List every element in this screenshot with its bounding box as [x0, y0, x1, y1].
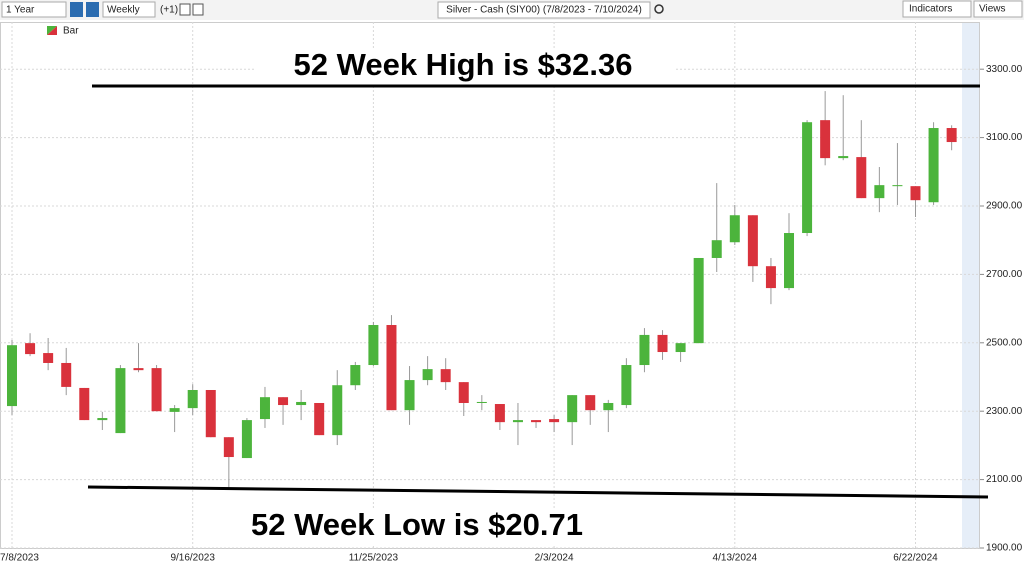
candle-body: [603, 402, 614, 411]
candle-body: [169, 408, 180, 412]
candle-body: [422, 369, 433, 381]
range-select[interactable]: [1, 1, 67, 18]
candle-body: [25, 343, 36, 355]
candle-body: [259, 397, 270, 420]
x-tick-label: 2/3/2024: [535, 553, 574, 564]
legend-swatch-down: [47, 26, 57, 35]
y-tick-label: 2300.00: [986, 406, 1023, 417]
candle-body: [621, 365, 632, 406]
candle-body: [585, 395, 596, 411]
candle-body: [512, 420, 523, 423]
candle-body: [729, 215, 740, 243]
candle-body: [765, 266, 776, 289]
candle-body: [693, 257, 704, 344]
plot-frame: [0, 22, 980, 549]
zoom-in[interactable]: [70, 2, 83, 17]
candle-body: [820, 120, 831, 159]
views-button[interactable]: [973, 0, 1023, 18]
candle-body: [97, 418, 108, 421]
search-icon[interactable]: [654, 4, 664, 14]
range-label: 1 Year: [6, 5, 35, 16]
candle-body: [386, 325, 397, 411]
candle-body: [928, 128, 939, 203]
candle-body: [946, 128, 957, 143]
candle-body: [440, 369, 451, 383]
x-tick-label: 4/13/2024: [713, 553, 758, 564]
y-tick-label: 2100.00: [986, 474, 1023, 485]
candle-body: [43, 353, 54, 363]
views-label: Views: [979, 4, 1006, 15]
symbol-box[interactable]: [437, 1, 651, 19]
offset-plus[interactable]: [179, 3, 191, 16]
candle-body: [784, 233, 795, 289]
x-tick-label: 11/25/2023: [349, 553, 399, 564]
symbol-label: Silver - Cash (SIY00) (7/8/2023 - 7/10/2…: [446, 5, 642, 16]
candle-body: [404, 380, 415, 411]
y-tick-label: 3300.00: [986, 64, 1023, 75]
indicators-button[interactable]: [902, 0, 972, 18]
candle-body: [639, 334, 650, 366]
candle-body: [223, 437, 234, 458]
candle-body: [332, 385, 343, 436]
candle-body: [350, 365, 361, 386]
candle-body: [205, 389, 216, 438]
candle-body: [241, 420, 252, 459]
x-tick-label: 6/22/2024: [893, 553, 938, 564]
offset-label: (+1): [160, 5, 178, 16]
candle-body: [187, 389, 198, 409]
candle-body: [314, 402, 325, 436]
candle-body: [278, 397, 289, 406]
indicators-label: Indicators: [909, 4, 952, 15]
candle-body: [368, 325, 379, 366]
candle-body: [61, 362, 72, 387]
candle-body: [531, 420, 542, 423]
candle-body: [494, 404, 505, 423]
x-tick-label: 7/8/2023: [0, 553, 39, 564]
current-band: [962, 23, 979, 548]
candle-body: [133, 368, 144, 371]
candle-body: [892, 185, 903, 187]
low-line: [87, 485, 989, 499]
y-tick-label: 2900.00: [986, 201, 1023, 212]
candle-body: [747, 215, 758, 267]
candle-body: [657, 334, 668, 353]
candle-body: [567, 395, 578, 423]
annotation-bg: [255, 48, 675, 84]
candle-body: [7, 345, 17, 407]
interval-label: Weekly: [107, 5, 140, 16]
annotation-bg: [210, 508, 620, 546]
interval-select[interactable]: [102, 1, 156, 18]
candle-body: [856, 157, 867, 199]
candle-body: [711, 240, 722, 258]
candle-body: [296, 401, 307, 406]
offset-minus[interactable]: [192, 3, 204, 16]
candle-body: [838, 156, 849, 159]
x-tick-label: 9/16/2023: [170, 553, 215, 564]
candle-body: [458, 382, 469, 403]
candle-body: [675, 343, 686, 353]
candle-body: [874, 185, 885, 199]
candle-body: [910, 186, 921, 201]
zoom-out[interactable]: [86, 2, 99, 17]
annotation-high: 52 Week High is $32.36: [294, 47, 633, 82]
y-tick-label: 3100.00: [986, 132, 1023, 143]
legend-label: Bar: [63, 26, 79, 37]
candle-body: [151, 368, 162, 412]
annotation-low: 52 Week Low is $20.71: [251, 507, 583, 542]
candle-body: [549, 419, 560, 423]
y-tick-label: 2700.00: [986, 269, 1023, 280]
y-tick-label: 1900.00: [986, 543, 1023, 554]
candle-body: [802, 122, 813, 234]
candle-body: [79, 387, 90, 421]
y-tick-label: 2500.00: [986, 337, 1023, 348]
candle-body: [115, 368, 126, 434]
candle-body: [476, 401, 487, 403]
